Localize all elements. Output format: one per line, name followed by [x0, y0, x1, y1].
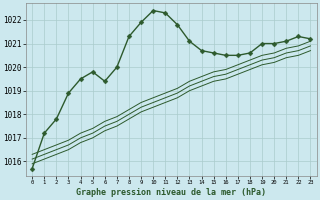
- X-axis label: Graphe pression niveau de la mer (hPa): Graphe pression niveau de la mer (hPa): [76, 188, 266, 197]
